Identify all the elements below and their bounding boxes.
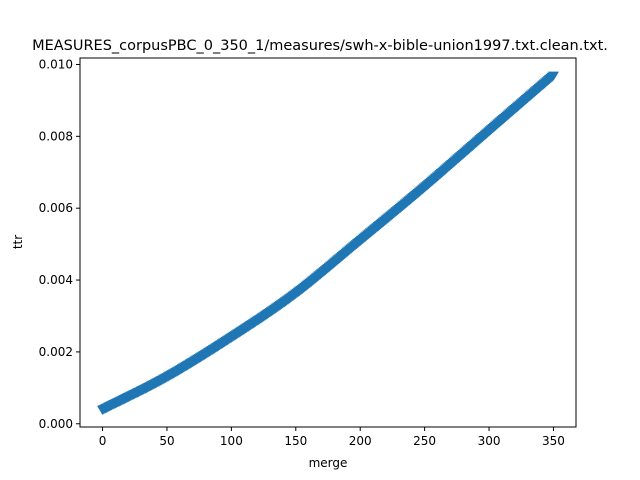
chart-title: MEASURES_corpusPBC_0_350_1/measures/swh-…: [32, 38, 608, 54]
x-tick-label: 0: [99, 434, 107, 448]
plot-frame: [79, 57, 577, 428]
y-tick-label: 0.006: [39, 201, 73, 215]
y-tick-label: 0.008: [39, 129, 73, 143]
x-tick-label: 300: [478, 434, 501, 448]
x-tick-label: 350: [542, 434, 565, 448]
y-axis: 0.000 0.002 0.004 0.006 0.008 0.010: [39, 57, 80, 431]
x-tick-label: 250: [413, 434, 436, 448]
y-tick-label: 0.000: [39, 417, 73, 431]
x-axis-label: merge: [309, 456, 348, 470]
y-tick-label: 0.004: [39, 273, 73, 287]
data-point: [547, 71, 560, 81]
x-tick-label: 150: [284, 434, 307, 448]
y-tick-label: 0.010: [39, 57, 73, 71]
y-axis-label: ttr: [11, 235, 25, 249]
x-tick-label: 100: [220, 434, 243, 448]
y-tick-label: 0.002: [39, 345, 73, 359]
x-tick-label: 200: [349, 434, 372, 448]
data-points: [96, 71, 560, 416]
x-tick-label: 50: [159, 434, 174, 448]
x-axis: 0 50 100 150 200 250 300 350: [99, 427, 565, 448]
